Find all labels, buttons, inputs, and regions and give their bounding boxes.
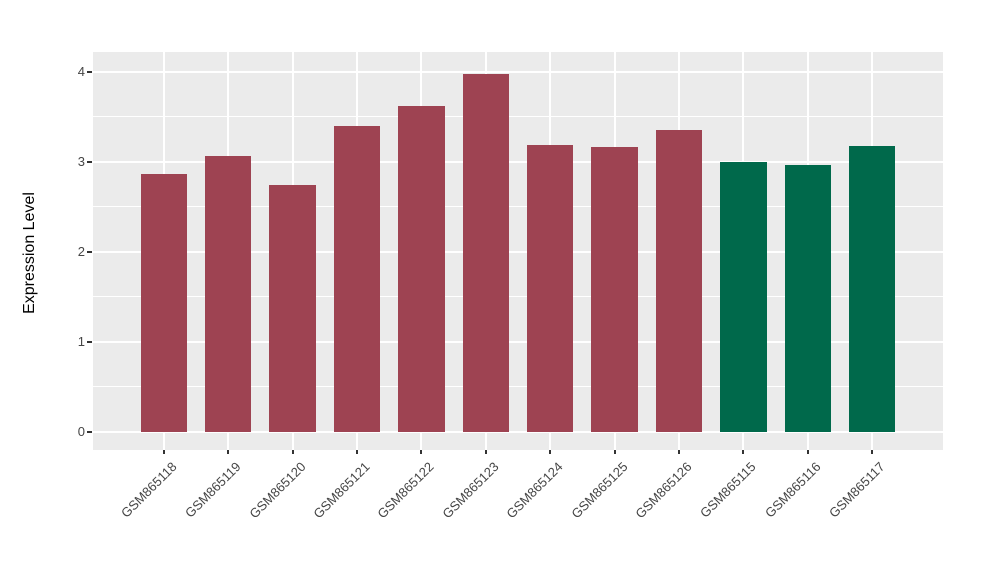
y-tick-label: 0: [77, 423, 85, 439]
x-tick-mark: [677, 450, 680, 454]
major-gridline: [93, 340, 943, 343]
bar-GSM865124: [527, 144, 574, 432]
bar-GSM865122: [398, 106, 445, 432]
major-gridline: [93, 160, 943, 163]
x-tick-mark: [420, 450, 423, 454]
major-gridline: [93, 250, 943, 253]
x-tick-mark: [742, 450, 745, 454]
x-tick-mark: [162, 450, 165, 454]
bar-GSM865126: [655, 130, 703, 432]
x-tick-mark: [806, 450, 809, 454]
y-tick-label: 1: [77, 333, 85, 349]
x-tick-mark: [227, 450, 230, 454]
bar-GSM865125: [591, 147, 638, 432]
y-tick-mark: [87, 70, 92, 73]
minor-gridline: [93, 116, 943, 118]
x-tick-mark: [484, 450, 487, 454]
bar-GSM865116: [784, 165, 831, 432]
x-tick-mark: [549, 450, 552, 454]
bar-GSM865119: [205, 156, 252, 432]
y-tick-mark: [87, 340, 92, 343]
major-gridline: [93, 70, 943, 73]
y-tick-label: 2: [77, 243, 85, 259]
y-tick-mark: [87, 160, 92, 163]
minor-gridline: [93, 386, 943, 388]
x-tick-mark: [356, 450, 358, 454]
bar-GSM865120: [269, 185, 316, 432]
x-tick-mark: [613, 450, 616, 454]
bar-GSM865117: [848, 145, 896, 432]
y-tick-label: 3: [77, 153, 85, 169]
y-tick-label: 4: [77, 63, 85, 79]
minor-gridline: [93, 206, 943, 208]
bar-GSM865118: [140, 173, 187, 432]
y-axis-title: Expression Level: [21, 192, 38, 314]
x-tick-mark: [871, 450, 874, 454]
x-tick-mark: [291, 450, 294, 454]
bar-GSM865115: [720, 161, 767, 432]
y-tick-mark: [87, 430, 92, 433]
bar-GSM865121: [333, 125, 381, 432]
plot-panel: [93, 52, 943, 450]
y-tick-mark: [87, 250, 92, 253]
bar-GSM865123: [462, 73, 509, 432]
major-gridline: [93, 430, 943, 433]
minor-gridline: [93, 296, 943, 298]
